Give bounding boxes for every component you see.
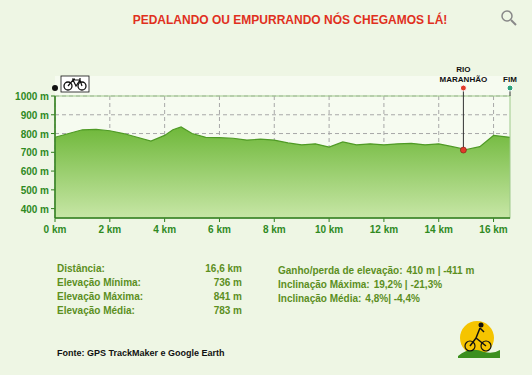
x-tick-label: 12 km [370,224,398,235]
y-tick-label: 800 m [21,129,49,140]
y-tick-label: 900 m [21,110,49,121]
bike-frame [68,78,82,86]
stat-row: Inclinação Máxima: 19,2% | -21,3% [278,279,442,290]
logo-ground [458,350,500,358]
x-tick-label: 4 km [153,224,176,235]
logo-head [479,323,484,328]
y-tick-label: 700 m [21,147,49,158]
logo-sun [460,321,494,355]
stat-value: 4,8%| -4,4% [365,293,420,304]
stat-value: 16,6 km [205,263,242,274]
y-axis [54,96,56,218]
y-tick-label: 600 m [21,166,49,177]
frame [55,96,510,218]
x-tick-label: 8 km [263,224,286,235]
y-tick-label: 1000 m [15,91,49,102]
y-tick-label: 400 m [21,204,49,215]
annotation-marker [507,85,513,91]
stat-row: Ganho/perda de elevação: 410 m | -411 m [278,265,474,276]
annotation-point [460,147,466,153]
plot-background [55,76,510,218]
logo [458,321,500,358]
annotation-label: RIOMARANHÃO [440,65,488,84]
stat-row: Inclinação Média: 4,8%| -4,4% [278,293,420,304]
zoom-icon-handle [511,20,516,25]
background [0,0,532,375]
elevation-area [55,127,510,218]
stat-label: Ganho/perda de elevação: [278,265,403,276]
title: PEDALANDO OU EMPURRANDO NÓS CHEGAMOS LÁ! [133,12,448,27]
stat-label: Elevação Média: [57,305,135,316]
grid-line [55,96,56,218]
x-tick-label: 14 km [425,224,453,235]
stat-label: Inclinação Média: [278,293,361,304]
annotation-marker [460,85,466,91]
start-marker [52,85,58,91]
x-tick-label: 2 km [98,224,121,235]
grid [55,96,510,218]
stat-label: Elevação Mínima: [57,277,141,288]
elevation-line [55,127,510,150]
annotation-label: FIM [503,75,517,84]
bike-icon [61,76,89,92]
stat-value: 19,2% | -21,3% [374,279,443,290]
x-tick-label: 0 km [44,224,67,235]
annotation-label-line: RIO [456,65,470,74]
stat-label: Inclinação Máxima: [278,279,370,290]
stat-value: 410 m | -411 m [407,265,475,276]
stat-value: 841 m [214,291,242,302]
bike-box [61,76,89,92]
y-tick-label: 500 m [21,185,49,196]
plot [55,127,510,218]
x-tick-label: 10 km [315,224,343,235]
x-tick-label: 16 km [479,224,507,235]
grid-line [55,114,510,115]
stat-label: Elevação Máxima: [57,291,143,302]
stat-label: Distância: [57,263,105,274]
stat-value: 736 m [214,277,242,288]
x-tick-label: 6 km [208,224,231,235]
annotation-label-line: FIM [503,75,517,84]
logo-rider [470,328,486,346]
annotation-line [463,88,464,150]
annotation-label-line: MARANHÃO [440,75,488,84]
chart: PEDALANDO OU EMPURRANDO NÓS CHEGAMOS LÁ!… [0,0,532,375]
x-axis [55,217,510,219]
stat-value: 783 m [214,305,242,316]
source: Fonte: GPS TrackMaker e Google Earth [57,348,225,358]
zoom-icon [502,11,512,21]
